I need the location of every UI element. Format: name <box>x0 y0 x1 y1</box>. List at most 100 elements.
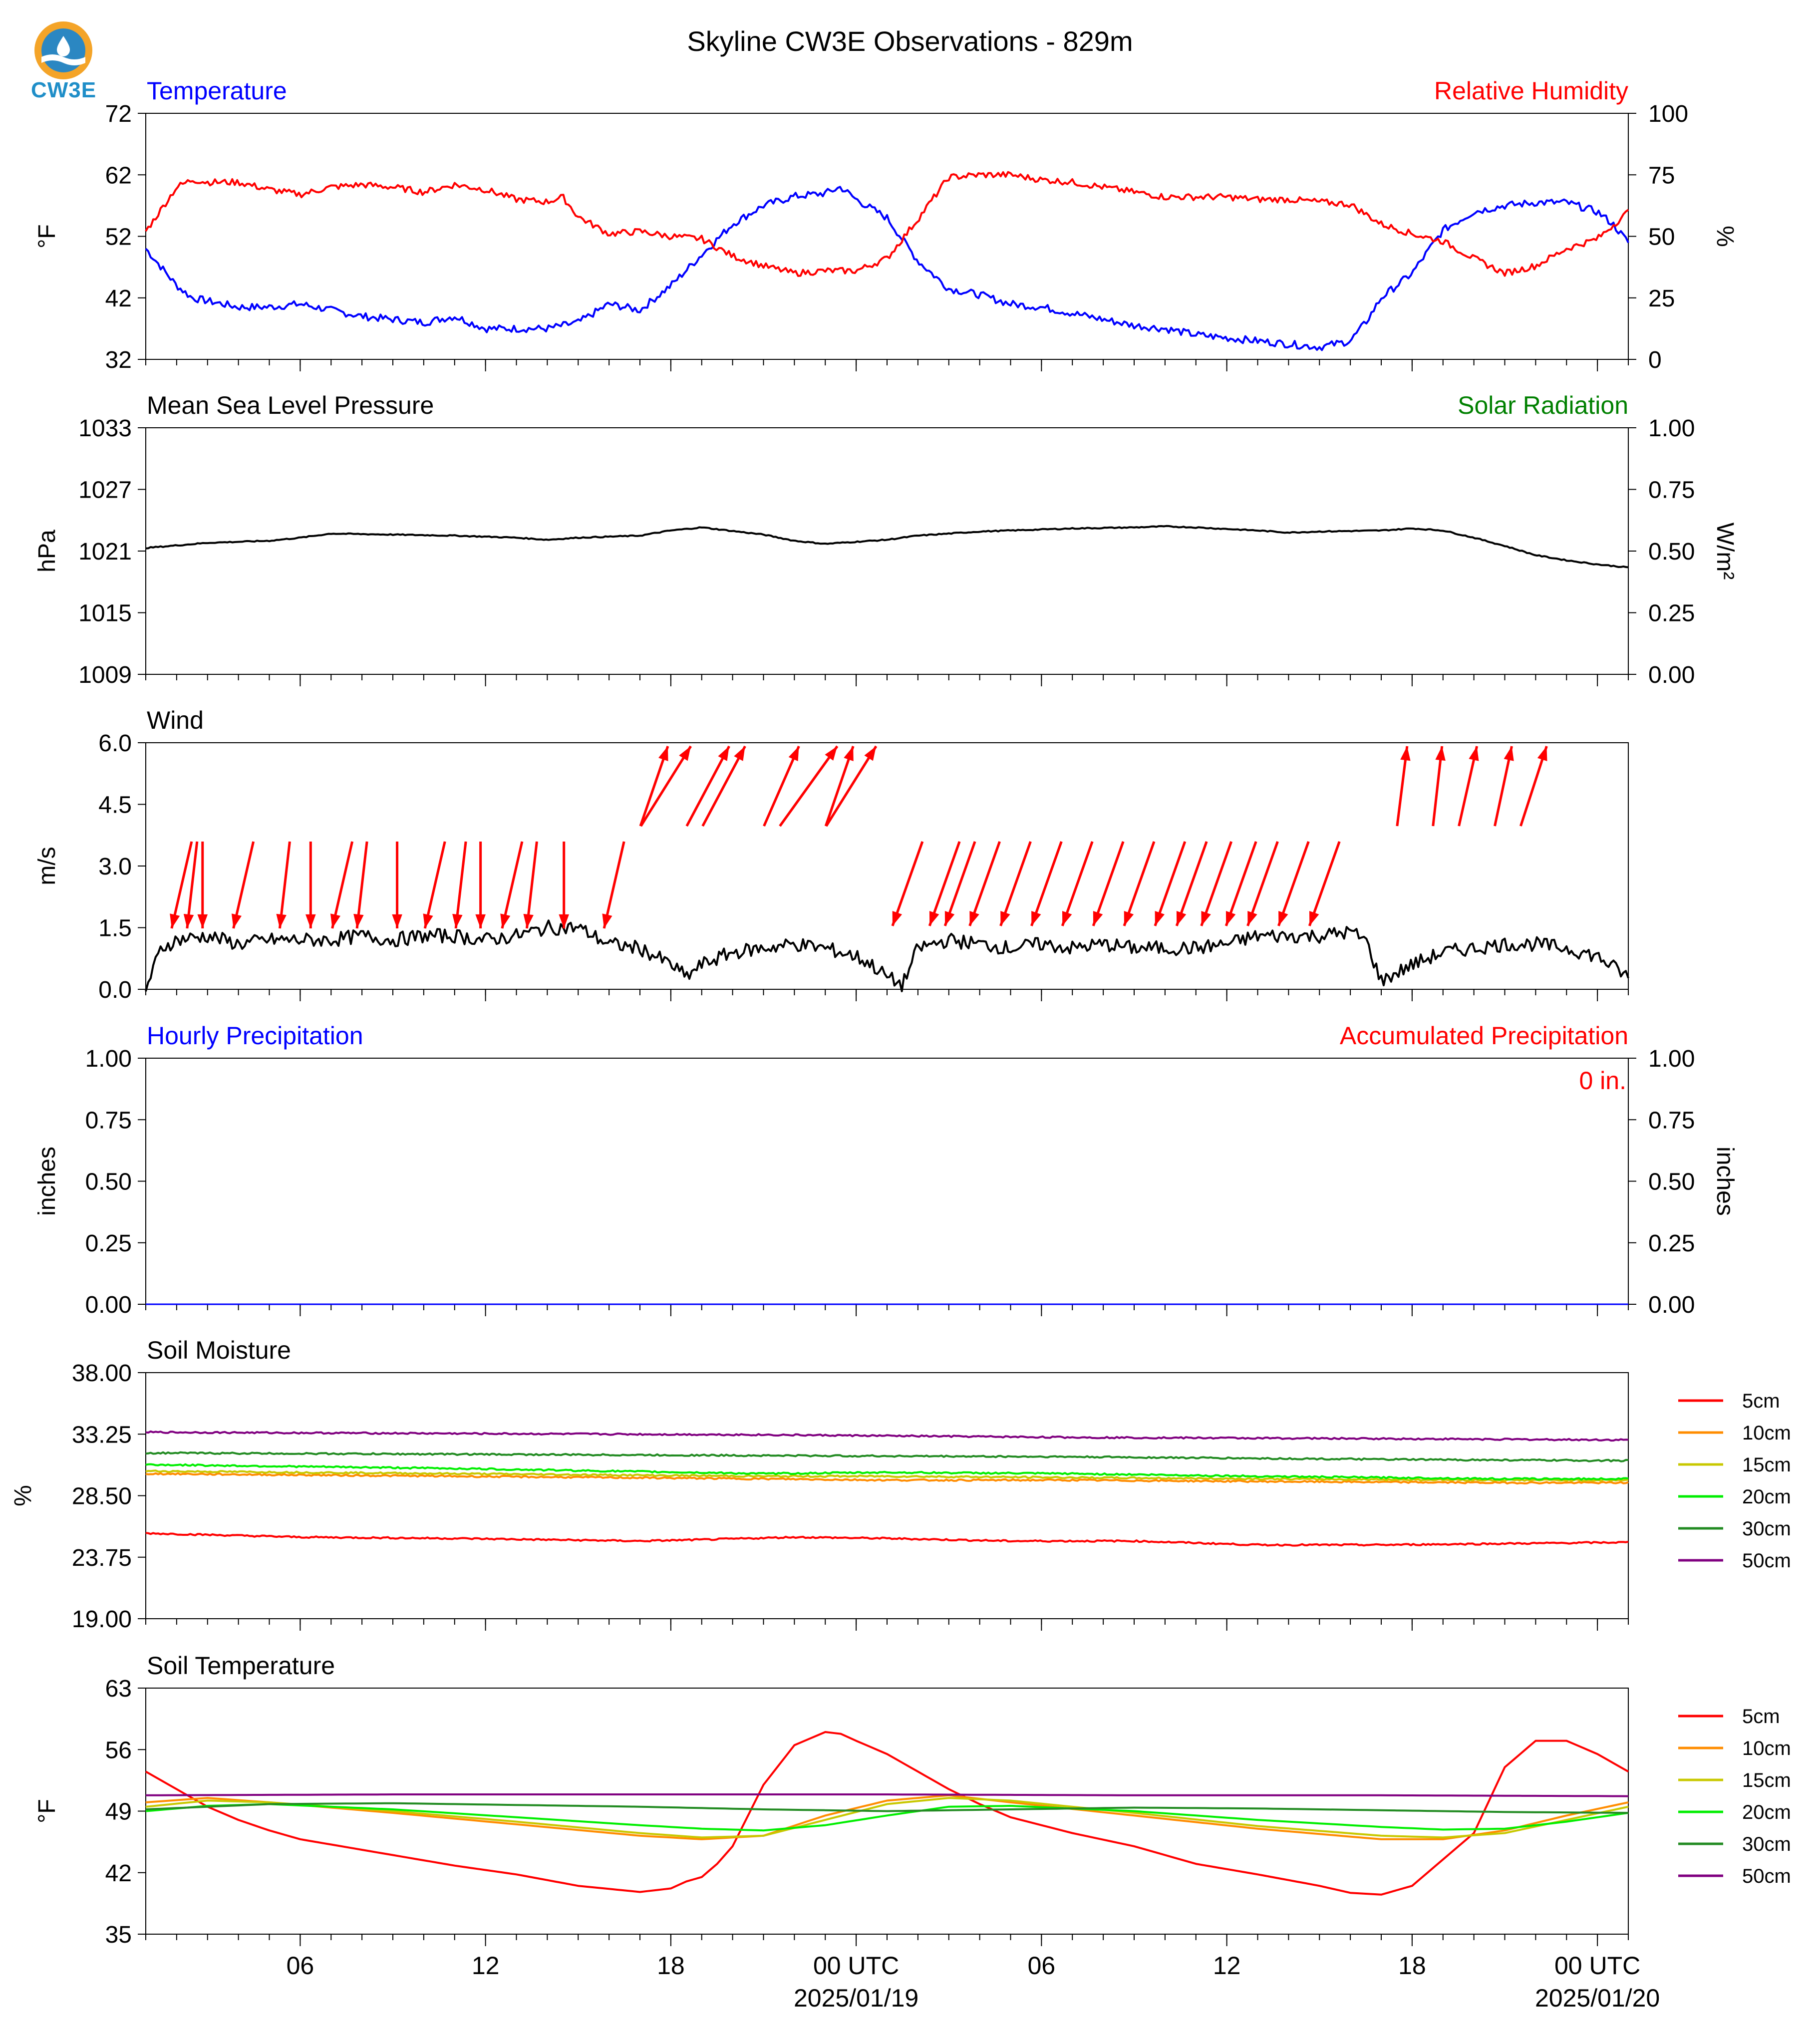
x-tick-label: 12 <box>1213 1952 1241 1980</box>
wind-arrowhead <box>330 913 340 928</box>
x-date-label: 2025/01/19 <box>794 1984 918 2012</box>
wind-arrowhead <box>500 913 511 928</box>
wind-arrow <box>1123 841 1156 926</box>
wind-arrowhead <box>231 913 242 928</box>
panel-title-left: Soil Temperature <box>147 1652 335 1680</box>
y-tick-label: 23.75 <box>72 1545 132 1571</box>
wind-arrow <box>232 841 255 929</box>
y-tick-label: 6.0 <box>98 730 132 757</box>
wind-arrow <box>278 841 291 929</box>
wind-arrowhead <box>1537 746 1547 761</box>
legend: 5cm 10cm 15cm 20cm 30cm 50cm <box>1678 1390 1791 1572</box>
y-right-axis-label: W/m² <box>1712 523 1738 580</box>
panel-title-right: Solar Radiation <box>1458 391 1628 419</box>
wind-arrowhead <box>392 914 402 928</box>
wind-arrow <box>685 745 730 827</box>
wind-arrowhead <box>1155 911 1165 926</box>
legend: 5cm 10cm 15cm 20cm 30cm 50cm <box>1678 1706 1791 1887</box>
y-tick-label: 28.50 <box>72 1483 132 1510</box>
cw3e-logo <box>31 18 96 103</box>
y-right-tick-label: 50 <box>1648 224 1675 251</box>
y-tick-label: 62 <box>105 162 132 189</box>
wind-arrowhead <box>197 914 208 928</box>
wind-arrow <box>1224 841 1257 926</box>
wind-arrowhead <box>353 913 364 928</box>
x-tick-label: 00 UTC <box>1554 1952 1640 1980</box>
y-tick-label: 32 <box>105 347 132 373</box>
y-tick-label: 19.00 <box>72 1606 132 1633</box>
y-tick-label: 0.75 <box>85 1107 132 1134</box>
series-5cm <box>145 1532 1629 1547</box>
wind-arrowhead <box>1201 911 1211 926</box>
y-tick-label: 1027 <box>78 477 132 504</box>
wind-arrowhead <box>1093 911 1103 926</box>
wind-arrowhead <box>1309 911 1319 926</box>
series-15cm <box>145 1797 1629 1839</box>
wind-arrow <box>999 841 1032 926</box>
axes-frame <box>145 742 1629 990</box>
wind-arrow <box>1030 841 1063 926</box>
wind-arrowhead <box>844 746 854 761</box>
series-10cm <box>145 1794 1629 1840</box>
x-tick-label: 06 <box>1028 1952 1056 1980</box>
wind-arrowhead <box>1435 746 1446 761</box>
y-right-tick-label: 25 <box>1648 286 1675 312</box>
wind-arrowhead <box>788 746 799 761</box>
series-30cm <box>145 1802 1629 1814</box>
series-10cm <box>145 1472 1629 1485</box>
wind-arrow <box>824 746 855 827</box>
y-right-tick-label: 0.00 <box>1648 1292 1695 1318</box>
y-right-tick-label: 0.25 <box>1648 600 1695 627</box>
panel-title-right: Relative Humidity <box>1434 77 1628 105</box>
series-temperature <box>145 186 1629 351</box>
legend-label-10cm: 10cm <box>1742 1738 1791 1759</box>
y-tick-label: 1.5 <box>98 915 132 942</box>
series-20cm <box>145 1463 1629 1481</box>
wind-arrow <box>1092 841 1125 926</box>
y-right-tick-label: 75 <box>1648 162 1675 189</box>
wind-arrowhead <box>825 746 838 761</box>
wind-arrowhead <box>892 911 903 926</box>
panel-pressure: Mean Sea Level Pressure Solar Radiation 10… <box>34 391 1738 688</box>
series-mslp <box>145 525 1629 569</box>
wind-arrow <box>423 841 446 929</box>
wind-arrowhead <box>475 914 486 928</box>
wind-arrow <box>525 841 538 929</box>
accumulated-precip-value: 0 in. <box>1579 1067 1626 1095</box>
y-tick-label: 1009 <box>78 662 132 688</box>
panels: Temperature Relative Humidity 32 42 52 62 72 °F… <box>10 77 1791 2012</box>
wind-arrowhead <box>1124 911 1134 926</box>
wind-arrowhead <box>864 746 877 761</box>
y-right-tick-label: 0.75 <box>1648 477 1695 504</box>
y-tick-label: 42 <box>105 1860 132 1887</box>
axes-frame <box>145 113 1629 360</box>
y-right-axis-label: % <box>1712 226 1738 247</box>
wind-arrowhead <box>523 913 534 928</box>
y-tick-label: 1.00 <box>85 1046 132 1072</box>
y-axis-label: °F <box>34 1799 60 1823</box>
x-tick-label: 18 <box>1398 1952 1426 1980</box>
wind-arrow <box>186 841 199 929</box>
legend-label-30cm: 30cm <box>1742 1518 1791 1540</box>
wind-arrowhead <box>929 911 939 926</box>
wind-arrow <box>1277 841 1310 926</box>
y-tick-label: 38.00 <box>72 1360 132 1387</box>
legend-label-50cm: 50cm <box>1742 1550 1791 1572</box>
series-5cm <box>145 1731 1629 1896</box>
wind-arrowhead <box>679 746 691 761</box>
wind-arrowhead <box>452 913 463 928</box>
wind-arrowhead <box>423 913 433 928</box>
y-tick-label: 42 <box>105 286 132 312</box>
y-right-tick-label: 0.00 <box>1648 662 1695 688</box>
y-tick-label: 1015 <box>78 600 132 627</box>
panel-title-left: Temperature <box>147 77 287 105</box>
legend-label-5cm: 5cm <box>1742 1706 1780 1728</box>
y-tick-label: 0.0 <box>98 977 132 1003</box>
wind-arrow <box>639 745 692 827</box>
x-tick-label: 06 <box>287 1952 314 1980</box>
wind-arrowhead <box>170 913 180 928</box>
legend-label-50cm: 50cm <box>1742 1865 1791 1887</box>
wind-arrowhead <box>1469 746 1479 761</box>
wind-arrowhead <box>734 746 745 761</box>
